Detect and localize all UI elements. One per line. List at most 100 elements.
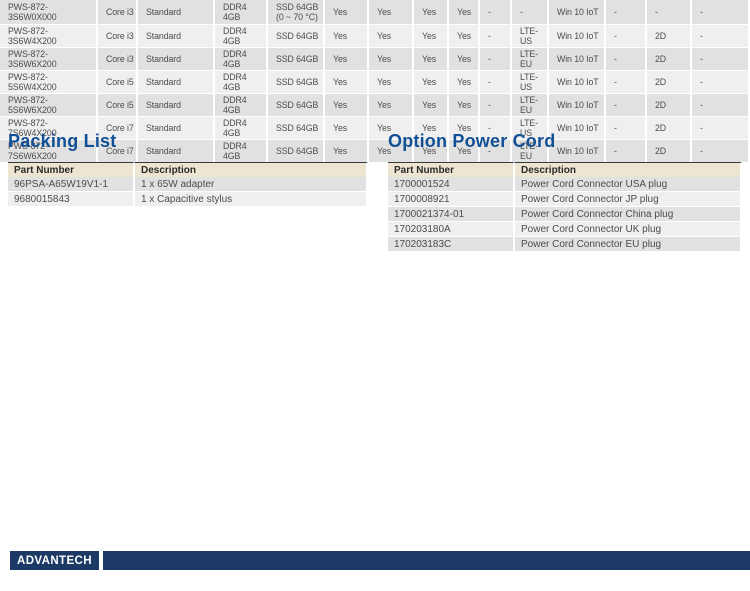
table-cell: Yes — [449, 117, 480, 140]
table-cell: 170203180A — [388, 222, 515, 237]
column-header-description: Description — [515, 162, 742, 177]
table-cell: Yes — [369, 117, 414, 140]
table-cell: - — [480, 117, 512, 140]
table-cell: PWS-872-7S6W4X200 — [0, 117, 98, 140]
table-cell: - — [480, 25, 512, 48]
table-cell: - — [480, 71, 512, 94]
table-cell: Yes — [414, 71, 449, 94]
spec-table-section: PWS-872-3S6W0X000 Core i3 Standard DDR4 4GB… — [0, 0, 750, 163]
table-cell: Win 10 IoT — [549, 117, 606, 140]
table-cell: Yes — [369, 48, 414, 71]
table-cell: - — [692, 117, 750, 140]
table-cell: Power Cord Connector USA plug — [515, 177, 742, 192]
table-cell: - — [692, 25, 750, 48]
table-cell: Yes — [449, 71, 480, 94]
table-cell: 2D — [647, 48, 692, 71]
table-cell: Yes — [369, 25, 414, 48]
option-power-cord-table: Part Number Description 1700001524 Power … — [388, 162, 742, 252]
table-cell: Yes — [325, 25, 369, 48]
table-cell: SSD 64GB — [268, 117, 325, 140]
table-row: PWS-872-5S6W4X200 Core i5 Standard DDR4 4GB… — [0, 71, 750, 94]
table-cell: Yes — [325, 71, 369, 94]
table-cell: SSD 64GB (0 ~ 70 °C) — [268, 0, 325, 25]
table-cell: SSD 64GB — [268, 71, 325, 94]
table-cell: Yes — [414, 25, 449, 48]
table-cell: SSD 64GB — [268, 48, 325, 71]
table-cell: DDR4 4GB — [215, 117, 268, 140]
table-cell: LTE-EU — [512, 94, 549, 117]
table-cell: LTE-EU — [512, 48, 549, 71]
table-cell: Win 10 IoT — [549, 94, 606, 117]
table-cell: Yes — [369, 71, 414, 94]
table-cell: PWS-872-3S6W4X200 — [0, 25, 98, 48]
table-cell: DDR4 4GB — [215, 94, 268, 117]
table-cell: Yes — [414, 0, 449, 25]
table-cell: 1700008921 — [388, 192, 515, 207]
table-row: 1700001524 Power Cord Connector USA plug — [388, 177, 742, 192]
table-cell: DDR4 4GB — [215, 71, 268, 94]
table-cell: Yes — [369, 0, 414, 25]
table-cell: 170203183C — [388, 237, 515, 252]
table-cell: Standard — [138, 71, 215, 94]
table-cell: Power Cord Connector China plug — [515, 207, 742, 222]
table-cell: - — [692, 48, 750, 71]
table-header-row: Part Number Description — [8, 162, 368, 177]
table-cell: Power Cord Connector EU plug — [515, 237, 742, 252]
table-cell: 96PSA-A65W19V1-1 — [8, 177, 135, 192]
table-cell: Core i3 — [98, 48, 138, 71]
table-cell: Standard — [138, 0, 215, 25]
advantech-logo: ADVANTECH — [10, 551, 99, 570]
table-cell: Core i3 — [98, 25, 138, 48]
table-cell: Yes — [449, 48, 480, 71]
table-cell: Yes — [414, 117, 449, 140]
table-cell: Core i7 — [98, 117, 138, 140]
table-cell: 2D — [647, 94, 692, 117]
table-row: 9680015843 1 x Capacitive stylus — [8, 192, 368, 207]
table-cell: - — [480, 48, 512, 71]
table-cell: 9680015843 — [8, 192, 135, 207]
table-cell: DDR4 4GB — [215, 0, 268, 25]
column-header-part-number: Part Number — [388, 162, 515, 177]
table-row: 170203183C Power Cord Connector EU plug — [388, 237, 742, 252]
table-cell: Standard — [138, 48, 215, 71]
table-cell: - — [692, 0, 750, 25]
table-cell: Standard — [138, 94, 215, 117]
table-cell: Yes — [449, 94, 480, 117]
table-cell: - — [647, 0, 692, 25]
table-cell: Yes — [325, 0, 369, 25]
table-cell: - — [606, 48, 647, 71]
table-cell: Standard — [138, 25, 215, 48]
table-row: PWS-872-3S6W0X000 Core i3 Standard DDR4 4GB… — [0, 0, 750, 25]
table-cell: - — [480, 94, 512, 117]
table-cell: LTE-US — [512, 117, 549, 140]
table-cell: DDR4 4GB — [215, 25, 268, 48]
table-row: PWS-872-3S6W6X200 Core i3 Standard DDR4 4GB… — [0, 48, 750, 71]
table-cell: 1700021374-01 — [388, 207, 515, 222]
table-cell: LTE-US — [512, 71, 549, 94]
table-cell: 2D — [647, 25, 692, 48]
table-cell: 1700001524 — [388, 177, 515, 192]
table-header-row: Part Number Description — [388, 162, 742, 177]
table-cell: - — [606, 25, 647, 48]
table-row: 96PSA-A65W19V1-1 1 x 65W adapter — [8, 177, 368, 192]
table-cell: - — [606, 71, 647, 94]
table-cell: - — [606, 117, 647, 140]
table-row: PWS-872-5S6W6X200 Core i5 Standard DDR4 4GB… — [0, 94, 750, 117]
table-cell: - — [606, 0, 647, 25]
table-cell: DDR4 4GB — [215, 48, 268, 71]
option-power-cord-title: Option Power Cord — [388, 131, 556, 151]
table-cell: - — [692, 94, 750, 117]
table-cell: 1 x 65W adapter — [135, 177, 368, 192]
table-cell: PWS-872-3S6W0X000 — [0, 0, 98, 25]
packing-list-title: Packing List — [8, 131, 117, 151]
table-cell: Yes — [369, 94, 414, 117]
table-cell: PWS-872-3S6W6X200 — [0, 48, 98, 71]
table-cell: Yes — [414, 48, 449, 71]
table-cell: Win 10 IoT — [549, 71, 606, 94]
table-row: 1700021374-01 Power Cord Connector China … — [388, 207, 742, 222]
column-header-description: Description — [135, 162, 368, 177]
table-row: 170203180A Power Cord Connector UK plug — [388, 222, 742, 237]
table-row: PWS-872-3S6W4X200 Core i3 Standard DDR4 4GB… — [0, 25, 750, 48]
table-cell: Standard — [138, 117, 215, 140]
table-cell: PWS-872-5S6W6X200 — [0, 94, 98, 117]
